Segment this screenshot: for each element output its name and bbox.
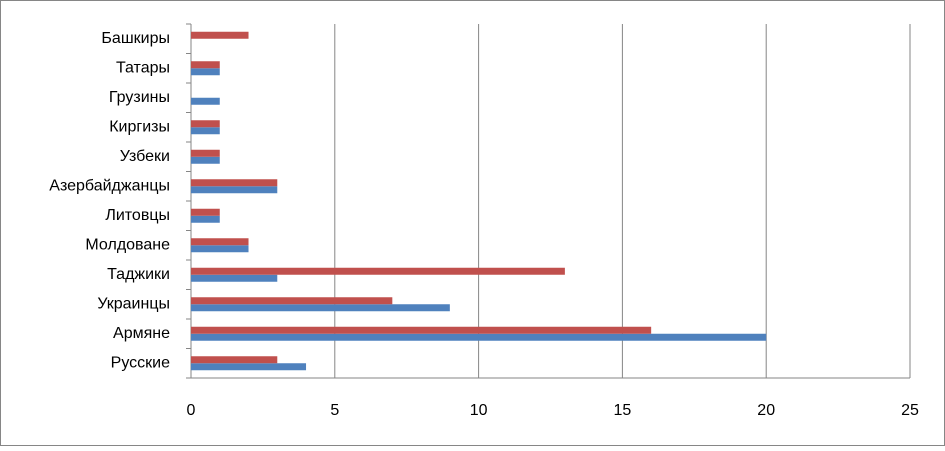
bar [191,97,220,105]
bar [191,297,393,305]
bar [191,208,220,216]
y-tick-label: Молдоване [85,236,170,253]
y-tick-label: Грузины [109,89,170,106]
bar [191,245,249,253]
x-tick-label: 15 [614,402,632,419]
x-tick-label: 20 [757,402,775,419]
y-tick-label: Русские [111,354,170,371]
y-tick-label: Таджики [107,266,170,283]
y-tick-label: Армяне [113,325,170,342]
y-tick-label: Татары [116,59,170,76]
bar [191,61,220,69]
bar [191,356,278,364]
bar [191,156,220,164]
bar [191,68,220,76]
x-tick-label: 25 [901,402,919,419]
y-tick-label: Азербайджанцы [49,177,170,194]
bar [191,304,450,312]
x-tick-label: 5 [330,402,339,419]
bar [191,326,652,334]
bar [191,274,278,282]
y-tick-label: Киргизы [109,118,170,135]
bar [191,333,767,341]
bar [191,31,249,39]
y-tick-label: Узбеки [120,148,170,165]
bar [191,186,278,194]
bar [191,363,307,371]
bar [191,267,565,275]
x-tick-label: 0 [187,402,196,419]
x-tick-label: 10 [470,402,488,419]
bar [191,120,220,128]
bar [191,127,220,135]
bar [191,215,220,223]
bar [191,179,278,187]
bar [191,149,220,157]
bar [191,238,249,246]
y-tick-label: Литовцы [105,207,170,224]
y-tick-label: Украинцы [97,295,170,312]
y-tick-label: Башкиры [101,30,170,47]
